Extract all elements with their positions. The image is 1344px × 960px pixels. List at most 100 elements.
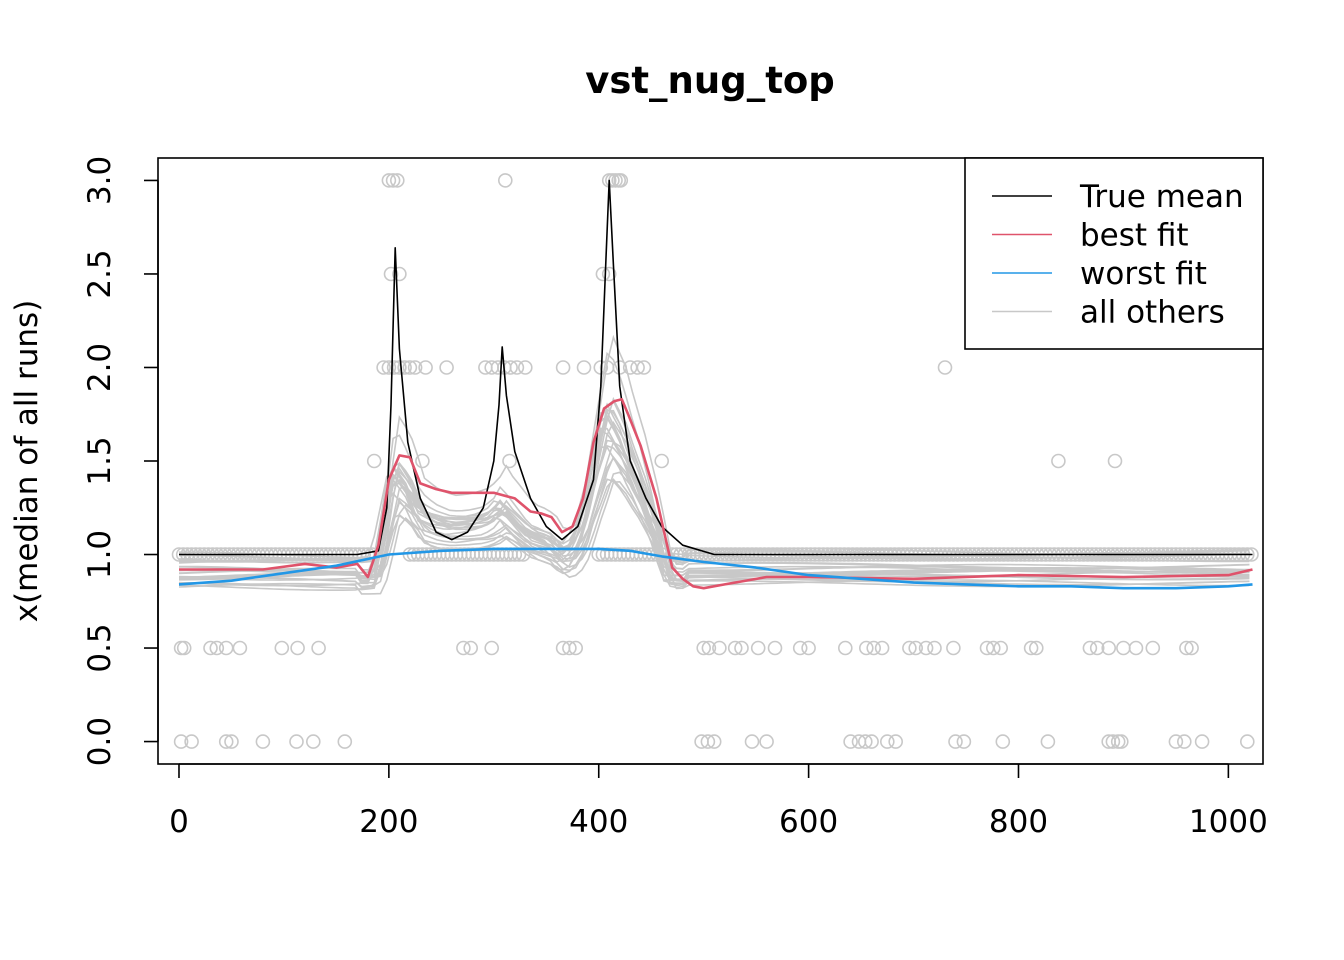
data-point bbox=[402, 360, 418, 375]
legend-label: worst fit bbox=[1080, 256, 1207, 292]
data-point bbox=[1023, 640, 1039, 656]
legend-label: True mean bbox=[1079, 179, 1244, 215]
data-point bbox=[937, 360, 953, 375]
data-point bbox=[701, 640, 717, 656]
data-point bbox=[706, 734, 722, 749]
data-point bbox=[654, 453, 670, 469]
data-point bbox=[255, 734, 271, 749]
y-tick-label: 0.0 bbox=[82, 717, 118, 766]
x-tick-label: 400 bbox=[569, 804, 628, 840]
data-point bbox=[918, 640, 934, 656]
data-point bbox=[759, 734, 774, 749]
data-point bbox=[727, 640, 743, 656]
data-point bbox=[290, 640, 305, 656]
data-point bbox=[1194, 734, 1210, 749]
data-point bbox=[985, 640, 1001, 656]
data-point bbox=[1179, 640, 1194, 656]
x-tick-label: 800 bbox=[989, 804, 1048, 840]
legend-box bbox=[964, 157, 1264, 350]
data-point bbox=[595, 266, 611, 282]
data-point bbox=[224, 734, 239, 749]
data-point bbox=[576, 360, 592, 375]
data-point bbox=[381, 173, 397, 188]
x-axis: 0 200 400 600 800 1000 bbox=[169, 763, 1268, 840]
y-axis-label: x(median of all runs) bbox=[9, 300, 45, 623]
data-point bbox=[792, 640, 808, 656]
data-point bbox=[385, 173, 401, 188]
data-point bbox=[1101, 640, 1116, 656]
data-point bbox=[274, 640, 290, 656]
data-point bbox=[218, 734, 234, 749]
y-tick-label: 1.5 bbox=[82, 436, 118, 485]
data-point bbox=[289, 734, 304, 749]
y-axis: 0.0 0.5 1.0 1.5 2.0 2.5 3.0 bbox=[82, 156, 159, 766]
data-point bbox=[767, 640, 783, 656]
data-point bbox=[630, 360, 645, 375]
data-point bbox=[734, 640, 749, 656]
data-point bbox=[1114, 734, 1129, 749]
data-point bbox=[203, 640, 218, 656]
true-mean-line bbox=[179, 179, 1253, 556]
data-point bbox=[1089, 640, 1105, 656]
data-point bbox=[366, 453, 382, 469]
data-point bbox=[1107, 453, 1123, 469]
data-point bbox=[946, 640, 961, 656]
data-point bbox=[700, 734, 716, 749]
data-point bbox=[801, 640, 816, 656]
x-tick-label: 200 bbox=[359, 804, 418, 840]
data-point bbox=[601, 266, 617, 282]
data-point bbox=[696, 640, 712, 656]
data-point bbox=[879, 734, 895, 749]
data-point bbox=[418, 360, 433, 375]
data-point bbox=[311, 640, 326, 656]
data-point bbox=[1040, 734, 1056, 749]
data-point bbox=[337, 734, 353, 749]
data-point bbox=[874, 640, 890, 656]
data-point bbox=[927, 640, 942, 656]
data-point bbox=[456, 640, 471, 656]
data-point bbox=[517, 360, 533, 375]
data-point bbox=[502, 453, 517, 469]
data-point bbox=[956, 734, 972, 749]
data-point bbox=[858, 640, 874, 656]
data-point bbox=[439, 360, 454, 375]
data-point bbox=[381, 360, 397, 375]
data-point bbox=[1184, 640, 1199, 656]
other-run-line bbox=[178, 411, 1250, 582]
data-point bbox=[902, 640, 917, 656]
data-point bbox=[1128, 640, 1144, 656]
worst-fit-line bbox=[178, 547, 1253, 590]
data-point bbox=[1029, 640, 1044, 656]
other-run-line bbox=[178, 455, 1250, 588]
data-point bbox=[497, 173, 513, 188]
series-lines bbox=[178, 179, 1253, 590]
best-fit-line bbox=[179, 398, 1253, 590]
data-point bbox=[305, 734, 321, 749]
y-tick-label: 2.0 bbox=[82, 343, 118, 392]
x-tick-label: 0 bbox=[169, 804, 189, 840]
chart-title: vst_nug_top bbox=[585, 59, 835, 102]
data-point bbox=[397, 360, 412, 375]
data-point bbox=[1177, 734, 1192, 749]
data-point bbox=[864, 734, 879, 749]
data-point bbox=[837, 640, 853, 656]
y-tick-label: 2.5 bbox=[82, 249, 118, 298]
data-point bbox=[888, 734, 904, 749]
data-point bbox=[176, 640, 192, 656]
data-point bbox=[843, 734, 858, 749]
data-point bbox=[376, 360, 391, 375]
data-point bbox=[993, 640, 1009, 656]
data-point bbox=[948, 734, 963, 749]
other-run-line bbox=[178, 427, 1250, 579]
data-point bbox=[562, 640, 577, 656]
data-point bbox=[613, 173, 629, 188]
data-point bbox=[995, 734, 1011, 749]
data-point bbox=[866, 640, 882, 656]
data-point bbox=[1082, 640, 1098, 656]
legend-label: all others bbox=[1080, 295, 1225, 331]
data-point bbox=[555, 360, 571, 375]
data-point bbox=[184, 734, 199, 749]
data-point bbox=[407, 360, 423, 375]
